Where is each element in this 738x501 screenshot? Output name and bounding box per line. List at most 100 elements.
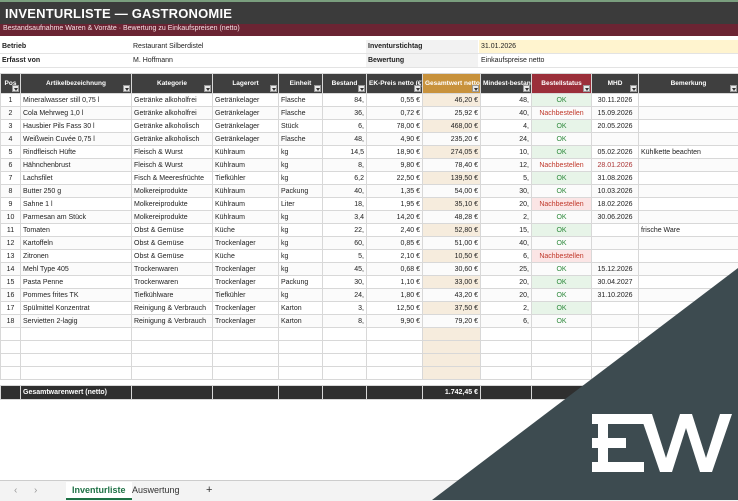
cell-total[interactable]: 37,50 € xyxy=(423,302,481,315)
empty-cell[interactable] xyxy=(532,328,592,341)
cell-mhd[interactable]: 31.08.2026 xyxy=(592,172,639,185)
cell-total[interactable]: 30,60 € xyxy=(423,263,481,276)
cell-mhd[interactable] xyxy=(592,224,639,237)
cell-note[interactable]: frische Ware xyxy=(639,224,738,237)
cell-qty[interactable]: 84, xyxy=(323,94,367,107)
cell-unit[interactable]: Liter xyxy=(279,198,323,211)
empty-cell[interactable] xyxy=(132,367,213,380)
erfasst-value[interactable]: M. Hoffmann xyxy=(131,54,364,67)
cell-mhd[interactable]: 10.03.2026 xyxy=(592,185,639,198)
cell-qty[interactable]: 6, xyxy=(323,120,367,133)
col-gesamtwert-header[interactable]: Gesamtwert netto (€) xyxy=(423,74,481,94)
empty-cell[interactable] xyxy=(132,328,213,341)
cell-status[interactable]: OK xyxy=(532,133,592,146)
cell-status[interactable]: OK xyxy=(532,315,592,328)
cell-min[interactable]: 2, xyxy=(481,302,532,315)
cell-mhd[interactable]: 30.11.2026 xyxy=(592,94,639,107)
cell-qty[interactable]: 36, xyxy=(323,107,367,120)
cell-cat[interactable]: Molkereiprodukte xyxy=(132,211,213,224)
empty-cell[interactable] xyxy=(132,354,213,367)
cell-mhd[interactable]: 15.09.2026 xyxy=(592,107,639,120)
betrieb-value[interactable]: Restaurant Silberdistel xyxy=(131,40,364,53)
cell-price[interactable]: 1,10 € xyxy=(367,276,423,289)
cell-price[interactable]: 0,72 € xyxy=(367,107,423,120)
cell-unit[interactable]: kg xyxy=(279,172,323,185)
cell-status[interactable]: OK xyxy=(532,237,592,250)
cell-note[interactable] xyxy=(639,120,738,133)
cell-status[interactable]: OK xyxy=(532,94,592,107)
cell-total[interactable]: 79,20 € xyxy=(423,315,481,328)
cell-qty[interactable]: 30, xyxy=(323,276,367,289)
filter-dropdown-icon[interactable] xyxy=(523,85,530,92)
cell-pos[interactable]: 10 xyxy=(1,211,21,224)
cell-ort[interactable]: Trockenlager xyxy=(213,276,279,289)
cell-cat[interactable]: Obst & Gemüse xyxy=(132,250,213,263)
cell-qty[interactable]: 5, xyxy=(323,250,367,263)
cell-qty[interactable]: 14,5 xyxy=(323,146,367,159)
empty-cell[interactable] xyxy=(532,341,592,354)
cell-ort[interactable]: Trockenlager xyxy=(213,302,279,315)
cell-ort[interactable]: Kühlraum xyxy=(213,146,279,159)
cell-qty[interactable]: 18, xyxy=(323,198,367,211)
empty-cell[interactable] xyxy=(367,367,423,380)
empty-cell[interactable] xyxy=(481,328,532,341)
cell-mhd[interactable]: 30.06.2026 xyxy=(592,211,639,224)
empty-cell[interactable] xyxy=(367,328,423,341)
cell-min[interactable]: 48, xyxy=(481,94,532,107)
cell-mhd[interactable]: 05.02.2026 xyxy=(592,146,639,159)
empty-cell[interactable] xyxy=(1,367,21,380)
cell-name[interactable]: Pommes frites TK xyxy=(21,289,132,302)
empty-cell[interactable] xyxy=(1,341,21,354)
empty-cell[interactable] xyxy=(367,354,423,367)
cell-min[interactable]: 40, xyxy=(481,107,532,120)
cell-status[interactable]: Nachbestellen xyxy=(532,107,592,120)
cell-cat[interactable]: Reinigung & Verbrauch xyxy=(132,315,213,328)
cell-total[interactable]: 54,00 € xyxy=(423,185,481,198)
cell-pos[interactable]: 6 xyxy=(1,159,21,172)
cell-status[interactable]: OK xyxy=(532,276,592,289)
cell-min[interactable]: 40, xyxy=(481,237,532,250)
cell-mhd[interactable]: 15.12.2026 xyxy=(592,263,639,276)
cell-ort[interactable]: Getränkelager xyxy=(213,107,279,120)
empty-cell[interactable] xyxy=(323,367,367,380)
cell-price[interactable]: 1,95 € xyxy=(367,198,423,211)
cell-pos[interactable]: 11 xyxy=(1,224,21,237)
col-bestand-header[interactable]: Bestand xyxy=(323,74,367,94)
cell-name[interactable]: Servietten 2-lagig xyxy=(21,315,132,328)
cell-mhd[interactable]: 28.01.2026 xyxy=(592,159,639,172)
cell-unit[interactable]: Flasche xyxy=(279,107,323,120)
cell-name[interactable]: Mineralwasser still 0,75 l xyxy=(21,94,132,107)
cell-price[interactable]: 14,20 € xyxy=(367,211,423,224)
cell-qty[interactable]: 45, xyxy=(323,263,367,276)
cell-name[interactable]: Sahne 1 l xyxy=(21,198,132,211)
empty-cell[interactable] xyxy=(592,367,639,380)
empty-cell[interactable] xyxy=(481,367,532,380)
cell-cat[interactable]: Obst & Gemüse xyxy=(132,237,213,250)
cell-min[interactable]: 30, xyxy=(481,185,532,198)
cell-pos[interactable]: 15 xyxy=(1,276,21,289)
cell-qty[interactable]: 8, xyxy=(323,159,367,172)
cell-unit[interactable]: kg xyxy=(279,237,323,250)
cell-pos[interactable]: 17 xyxy=(1,302,21,315)
filter-dropdown-icon[interactable] xyxy=(270,85,277,92)
col-bestellstatus-header[interactable]: Bestellstatus xyxy=(532,74,592,94)
cell-cat[interactable]: Getränke alkoholfrei xyxy=(132,107,213,120)
cell-cat[interactable]: Molkereiprodukte xyxy=(132,185,213,198)
cell-note[interactable] xyxy=(639,276,738,289)
cell-mhd[interactable] xyxy=(592,133,639,146)
cell-total[interactable]: 235,20 € xyxy=(423,133,481,146)
empty-cell[interactable] xyxy=(592,354,639,367)
cell-status[interactable]: Nachbestellen xyxy=(532,159,592,172)
cell-pos[interactable]: 16 xyxy=(1,289,21,302)
cell-unit[interactable]: Karton xyxy=(279,302,323,315)
col-bemerkung-header[interactable]: Bemerkung xyxy=(639,74,738,94)
cell-cat[interactable]: Fisch & Meeresfrüchte xyxy=(132,172,213,185)
empty-cell[interactable] xyxy=(639,341,738,354)
cell-qty[interactable]: 40, xyxy=(323,185,367,198)
cell-status[interactable]: OK xyxy=(532,224,592,237)
cell-mhd[interactable] xyxy=(592,237,639,250)
empty-cell[interactable] xyxy=(423,341,481,354)
cell-total[interactable]: 52,80 € xyxy=(423,224,481,237)
cell-total[interactable]: 48,28 € xyxy=(423,211,481,224)
cell-unit[interactable]: kg xyxy=(279,263,323,276)
